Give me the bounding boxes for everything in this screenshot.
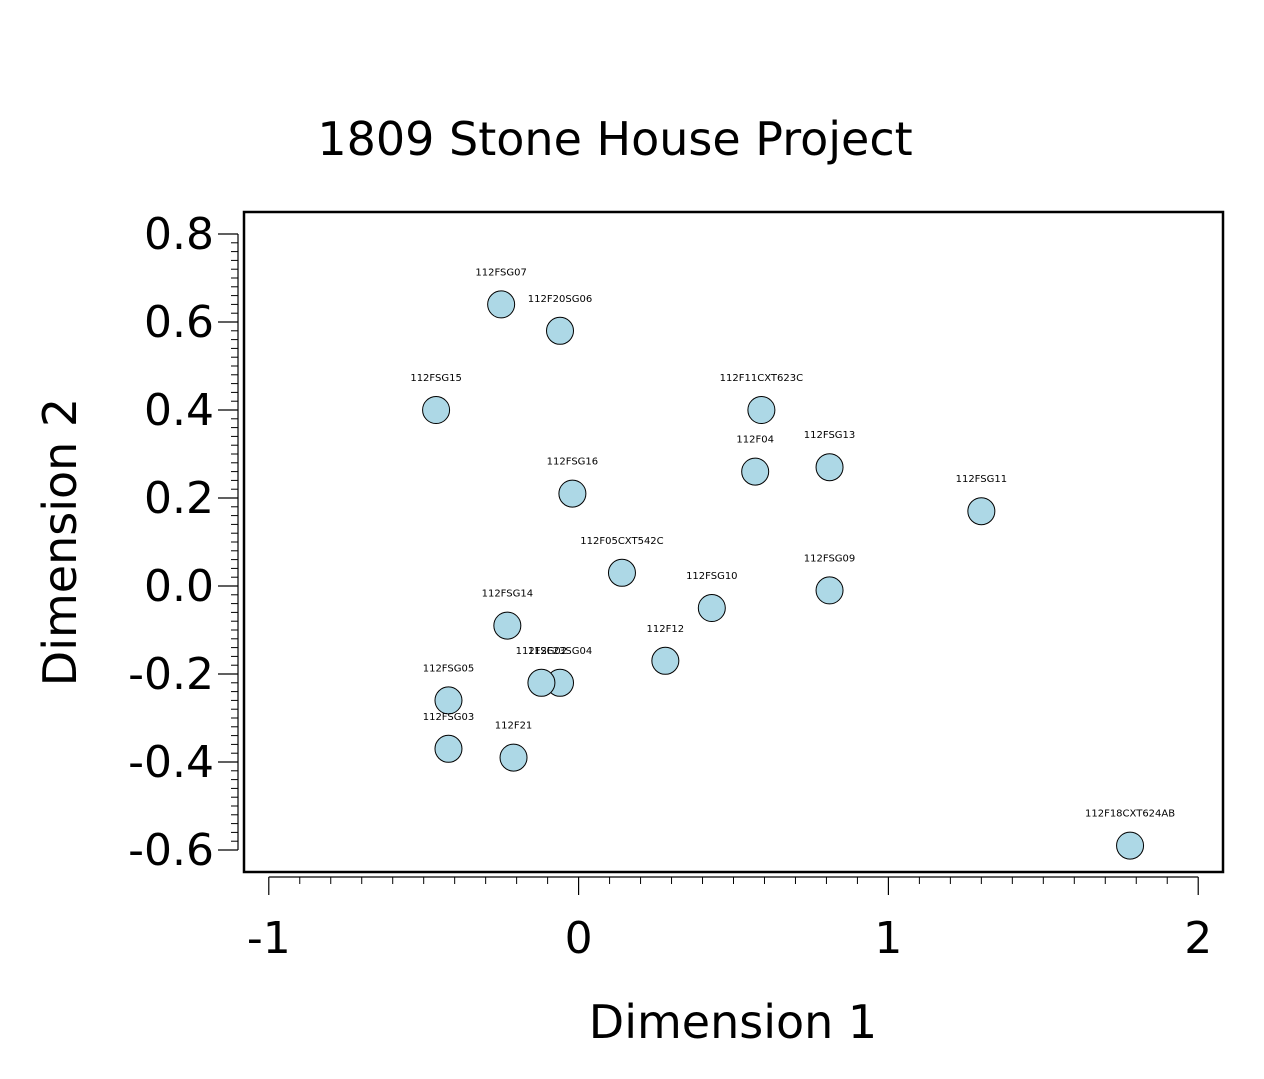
y-axis-label: Dimension 2: [33, 398, 87, 686]
data-point-label: 112FSG10: [686, 571, 737, 582]
data-point-label: 112F18CXT624AB: [1085, 809, 1175, 820]
x-axis: -1 0 1 2: [247, 876, 1212, 964]
data-point-label: 112F04: [736, 435, 774, 446]
y-tick-label: 0.6: [144, 297, 214, 348]
data-point: [815, 453, 844, 482]
data-point-label: 112F23SG04: [528, 646, 592, 657]
data-point: [558, 479, 587, 508]
data-point: [499, 743, 528, 772]
data-point-label: 112FSG13: [804, 430, 855, 441]
y-tick-label: 0.0: [144, 561, 214, 612]
data-point: [434, 734, 463, 763]
data-point: [422, 396, 451, 424]
data-point: [493, 611, 522, 640]
data-point: [487, 290, 516, 319]
data-point-label: 112F05CXT542C: [580, 536, 663, 547]
data-point: [967, 497, 996, 526]
data-point-label: 112F12: [647, 624, 685, 635]
data-point: [741, 457, 770, 486]
data-point: [815, 576, 844, 605]
data-point-label: 112F21: [495, 721, 533, 732]
data-point-label: 112FSG15: [410, 373, 461, 384]
x-tick-label: -1: [247, 913, 291, 964]
data-points: 112FSG07 112F20SG06 112FSG15 112F11CXT623C 1…: [410, 267, 1175, 860]
data-point: [697, 594, 726, 622]
y-tick-label: -0.4: [128, 737, 214, 788]
y-axis: -0.6 -0.4 -0.2 0.0 0.2 0.4 0.6 0.8: [128, 209, 239, 876]
y-tick-label: -0.2: [128, 649, 214, 700]
data-point: [1116, 831, 1145, 860]
data-point-label: 112F11CXT623C: [720, 373, 803, 384]
data-point: [607, 558, 636, 587]
data-point: [747, 396, 776, 424]
data-point: [651, 646, 680, 675]
y-tick-label: 0.2: [144, 473, 214, 524]
data-point-label: 112FSG16: [547, 457, 598, 468]
data-point-label: 112FSG02: [516, 646, 567, 657]
data-point-label: 112FSG03: [423, 712, 474, 723]
x-tick-label: 2: [1184, 913, 1212, 964]
y-tick-label: 0.4: [144, 385, 214, 436]
data-point-label: 112FSG09: [804, 553, 855, 564]
data-point: [434, 686, 463, 715]
x-tick-label: 1: [874, 913, 902, 964]
y-tick-label: -0.6: [128, 825, 214, 876]
plot-frame: [242, 210, 1225, 874]
data-point: [546, 316, 575, 345]
data-point-label: 112FSG11: [956, 474, 1007, 485]
data-point-label: 112FSG05: [423, 663, 474, 674]
data-point-label: 112F20SG06: [528, 294, 592, 305]
x-axis-label: Dimension 1: [589, 995, 877, 1049]
data-point-label: 112FSG07: [475, 267, 526, 278]
y-tick-label: 0.8: [144, 209, 214, 260]
x-tick-label: 0: [565, 913, 593, 964]
chart-title: 1809 Stone House Project: [317, 112, 912, 166]
data-point: [527, 668, 556, 697]
data-point-label: 112FSG14: [482, 589, 533, 600]
